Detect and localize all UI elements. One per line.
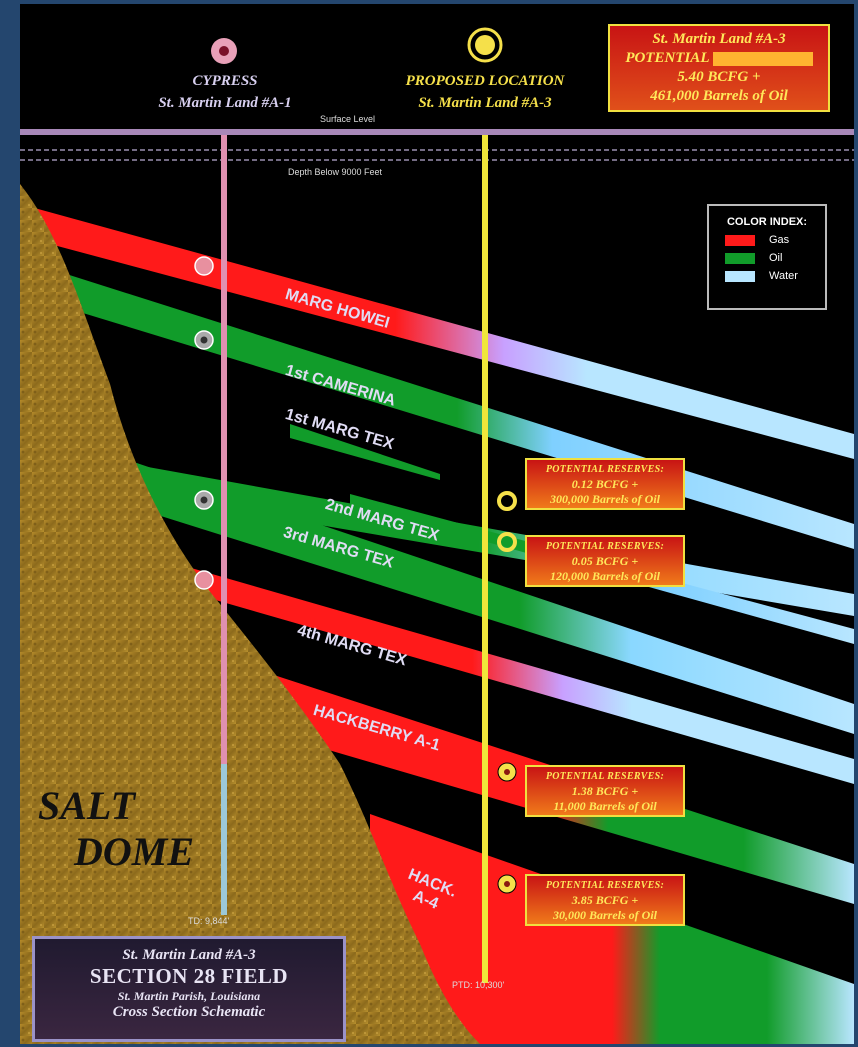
potential-line4: 461,000 Barrels of Oil: [650, 88, 788, 104]
proposed-target-marker-2: [497, 532, 517, 552]
1st-marg-tex-lens: [290, 424, 440, 480]
title-line3: St. Martin Parish, Louisiana: [117, 989, 261, 1003]
oil-swatch: [725, 252, 755, 264]
cypress-well-bore-lower: [221, 764, 227, 915]
redacted-field: [712, 51, 813, 66]
legend-item-oil: Oil: [725, 252, 825, 264]
salt-dome-label-line2: DOME: [74, 829, 195, 874]
potential-summary-box: St. Martin Land #A-3 POTENTIAL 5.40 BCFG…: [608, 24, 830, 112]
proposed-name: PROPOSED LOCATION: [405, 73, 565, 89]
proposed-well-bore: [482, 135, 488, 983]
reserves-box-1: POTENTIAL RESERVES: 0.12 BCFG + 300,000 …: [525, 458, 685, 510]
gas-swatch: [725, 234, 755, 246]
cypress-well-bore: [221, 135, 227, 915]
title-line1: St. Martin Land #A-3: [122, 947, 256, 963]
4th-marg-tex-band: [160, 559, 854, 784]
reserves-box-4: POTENTIAL RESERVES: 3.85 BCFG + 30,000 B…: [525, 874, 685, 926]
cypress-well-title: CYPRESS St. Martin Land #A-1: [130, 70, 320, 114]
cross-section-diagram: CYPRESS St. Martin Land #A-1 PROPOSED LO…: [20, 4, 854, 1044]
cypress-name: CYPRESS: [192, 73, 258, 89]
title-box: St. Martin Land #A-3 SECTION 28 FIELD St…: [32, 936, 346, 1042]
water-swatch: [725, 270, 755, 282]
gas-show-marker-2: [194, 570, 214, 590]
proposed-target-marker-1: [497, 491, 517, 511]
reserves-box-3: POTENTIAL RESERVES: 1.38 BCFG + 11,000 B…: [525, 765, 685, 817]
potential-line2: POTENTIAL: [625, 50, 709, 66]
potential-line3: 5.40 BCFG +: [677, 69, 761, 85]
depth-label: Depth Below 9000 Feet: [288, 167, 383, 177]
salt-dome-label-line1: SALT: [38, 783, 136, 828]
potential-line1: St. Martin Land #A-3: [652, 31, 786, 47]
legend-item-water: Water: [725, 270, 825, 282]
proposed-sub: St. Martin Land #A-3: [418, 95, 552, 111]
legend-title: COLOR INDEX:: [726, 216, 808, 228]
hack-a4-band: [370, 814, 854, 1044]
surface-level-label: Surface Level: [320, 114, 376, 124]
proposed-well-symbol: [467, 27, 503, 63]
title-line4: Cross Section Schematic: [112, 1004, 266, 1020]
proposed-ptd-label: PTD: 10,300': [452, 980, 505, 990]
legend-item-gas: Gas: [725, 234, 825, 246]
gas-show-marker-1: [194, 256, 214, 276]
color-index-legend: COLOR INDEX: Gas Oil Water: [707, 204, 827, 310]
marg-howei-band: [20, 204, 854, 459]
reserves-box-2: POTENTIAL RESERVES: 0.05 BCFG + 120,000 …: [525, 535, 685, 587]
salt-dome: [20, 184, 480, 1044]
surface-level-line: [20, 129, 854, 135]
cypress-td-label: TD: 9,844': [188, 916, 230, 926]
title-line2: SECTION 28 FIELD: [89, 964, 289, 988]
cypress-sub: St. Martin Land #A-1: [158, 95, 292, 111]
proposed-well-title: PROPOSED LOCATION St. Martin Land #A-3: [375, 70, 595, 114]
